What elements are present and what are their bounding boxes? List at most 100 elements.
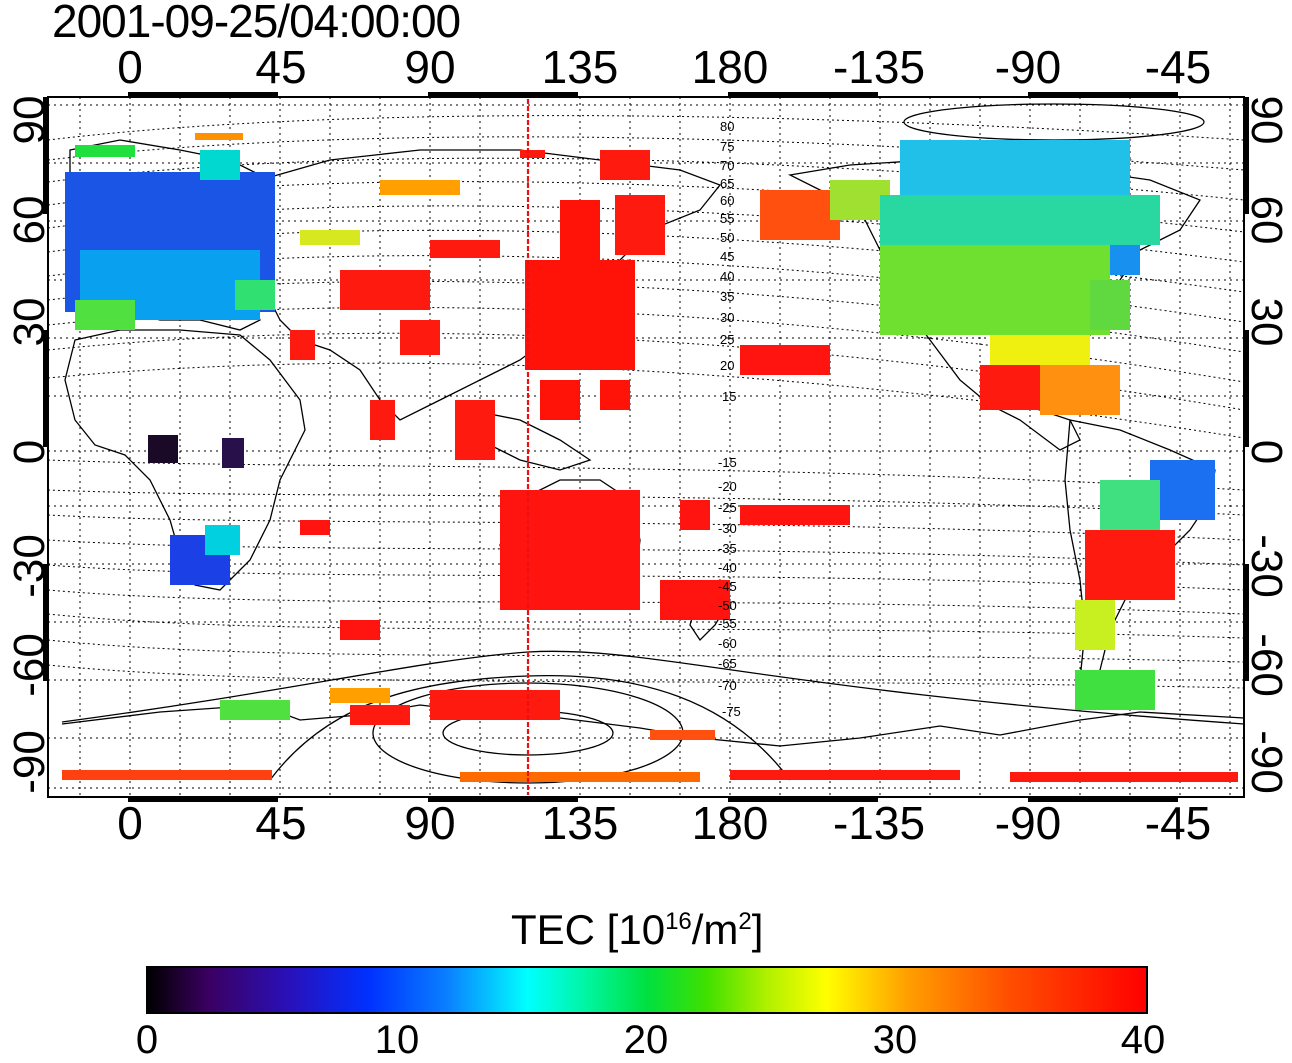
tec-patch [680, 500, 710, 530]
tec-patch [205, 525, 240, 555]
contour-label: 45 [720, 249, 734, 264]
tec-patch [75, 145, 135, 157]
frame-bar [1244, 564, 1249, 681]
tec-patch [340, 270, 430, 310]
contour-label: -50 [718, 598, 737, 613]
tec-patch [500, 490, 640, 610]
tec-patch [900, 140, 1130, 200]
colorbar-title-unit: /m [691, 906, 739, 953]
tec-patch [350, 705, 410, 725]
frame-bar [43, 330, 48, 447]
contour-label: -20 [718, 479, 737, 494]
tec-patch [1085, 530, 1175, 600]
bottom-lon-tick: 180 [691, 797, 769, 849]
tec-patch [1010, 772, 1238, 782]
contour-label: -75 [722, 704, 741, 719]
tec-patch [660, 580, 730, 620]
tec-patch [1100, 480, 1160, 530]
timestamp-title: 2001-09-25/04:00:00 [52, 0, 461, 47]
tec-patch [1075, 600, 1115, 650]
frame-bar [1244, 330, 1249, 447]
colorbar-tick: 10 [374, 1018, 420, 1062]
bottom-lon-tick: 90 [404, 797, 456, 849]
tec-patch [1090, 280, 1130, 330]
contour-label: -15 [718, 455, 737, 470]
tec-patch [740, 505, 850, 525]
contour-label: 60 [720, 193, 734, 208]
frame-bar [43, 564, 48, 681]
tec-patch [330, 688, 390, 703]
contour-labels: 80 75 70 65 60 55 50 45 40 35 30 25 20 1… [718, 119, 741, 719]
tec-patch [980, 365, 1050, 410]
tec-patch [730, 770, 960, 780]
colorbar-title-main: TEC [10 [511, 906, 666, 953]
contour-label: -30 [718, 521, 737, 536]
bottom-lon-tick: -45 [1144, 797, 1212, 849]
tec-patch [235, 280, 275, 310]
tec-patch [615, 195, 665, 255]
frame-bar [428, 797, 578, 802]
tec-patch [520, 150, 545, 158]
top-lon-tick: 0 [117, 41, 143, 93]
tec-patch [75, 300, 135, 330]
top-lon-tick: -135 [832, 41, 926, 93]
contour-label: -60 [718, 636, 737, 651]
colorbar-tick: 20 [623, 1018, 669, 1062]
top-lon-tick: -90 [994, 41, 1062, 93]
bottom-lon-tick: -90 [994, 797, 1062, 849]
frame-bar [128, 797, 278, 802]
contour-label: 80 [720, 119, 734, 134]
top-lon-tick: -45 [1144, 41, 1212, 93]
colorbar-title-exponent: 2 [738, 908, 752, 935]
top-lon-tick: 180 [691, 41, 769, 93]
tec-patch [222, 438, 244, 468]
contour-label: -70 [718, 678, 737, 693]
contour-label: 40 [720, 269, 734, 284]
tec-patch [455, 400, 495, 460]
frame-bar [1244, 97, 1249, 214]
frame-bar [1028, 797, 1178, 802]
top-lon-tick: 135 [541, 41, 619, 93]
bottom-lon-tick: -135 [832, 797, 926, 849]
contour-label: -40 [718, 560, 737, 575]
contour-label: 30 [720, 310, 734, 325]
tec-patch [62, 770, 272, 780]
tec-patch [195, 133, 243, 140]
contour-label: -45 [718, 579, 737, 594]
tec-patch [880, 195, 1160, 245]
contour-label: -65 [718, 656, 737, 671]
frame-bar [1028, 92, 1178, 97]
tec-patch [1075, 670, 1155, 710]
contour-label: 65 [720, 176, 734, 191]
colorbar-tick: 30 [872, 1018, 918, 1062]
tec-patch [430, 690, 560, 720]
frame-bar [728, 797, 878, 802]
contour-label: 70 [720, 158, 734, 173]
tec-patch [460, 772, 700, 782]
colorbar [146, 966, 1148, 1014]
colorbar-title-end: ] [751, 906, 764, 953]
tec-patches [62, 133, 1238, 782]
tec-patch [600, 150, 650, 180]
tec-patch [760, 190, 840, 240]
tec-patch [340, 620, 380, 640]
tec-patch [525, 260, 635, 370]
tec-patch [990, 335, 1090, 365]
contour-label: 50 [720, 230, 734, 245]
tec-patch [300, 230, 360, 245]
bottom-lon-tick: 135 [541, 797, 619, 849]
contour-label: 15 [722, 389, 736, 404]
tec-patch [220, 700, 290, 720]
frame-bar [128, 92, 278, 97]
colorbar-tick: 40 [1120, 1018, 1166, 1062]
contour-label: 20 [720, 358, 734, 373]
tec-patch [1040, 365, 1120, 415]
tec-patch [560, 200, 600, 260]
tec-patch [300, 520, 330, 535]
tec-patch [540, 380, 580, 420]
frame-bar [428, 92, 578, 97]
tec-patch [380, 180, 460, 195]
tec-patch [740, 345, 830, 375]
frame-bar [728, 92, 878, 97]
